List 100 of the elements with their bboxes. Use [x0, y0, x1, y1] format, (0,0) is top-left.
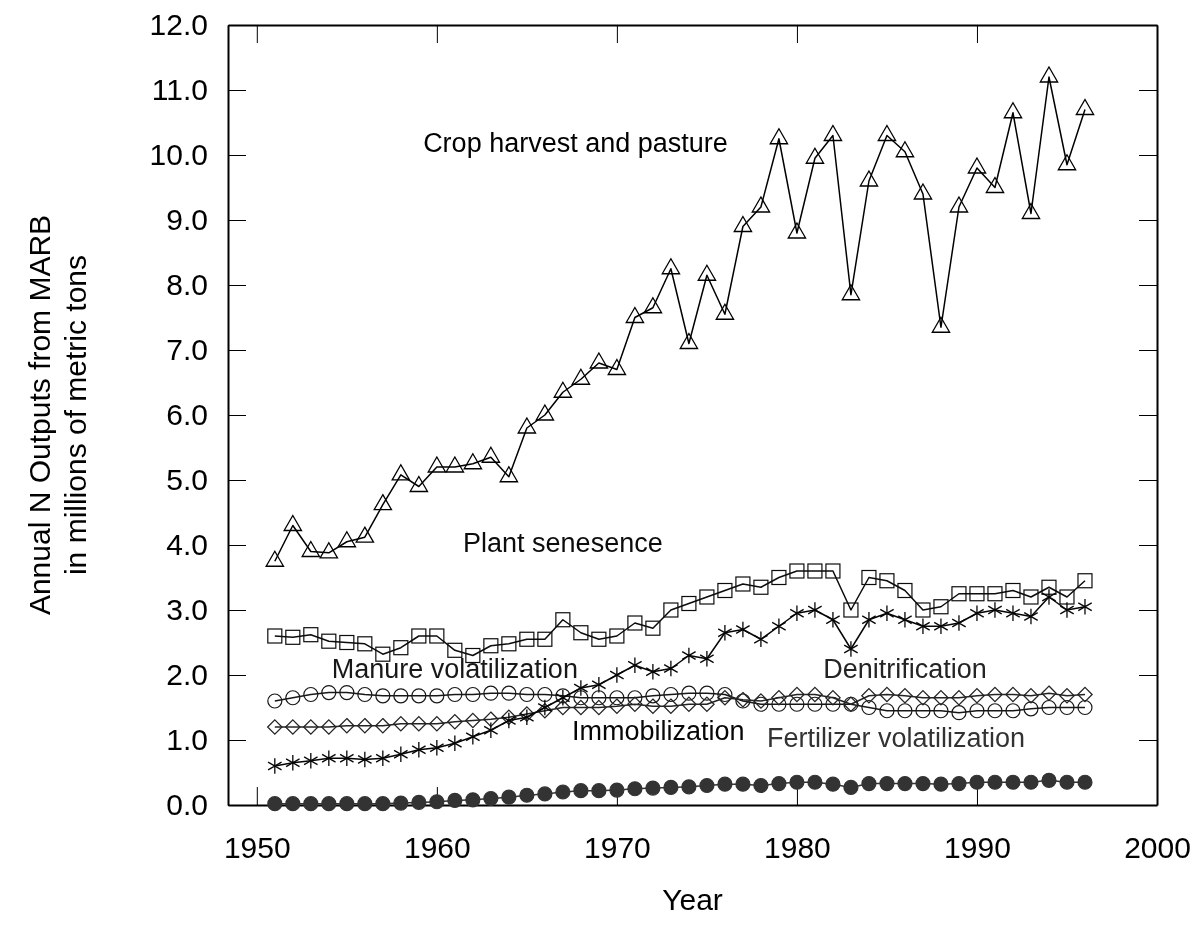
- y-tick-label: 2.0: [166, 658, 208, 692]
- point: [447, 792, 463, 809]
- point: [339, 634, 355, 651]
- point: [807, 774, 823, 790]
- point: [1077, 774, 1093, 790]
- point: [465, 792, 481, 808]
- point: [915, 617, 931, 635]
- point: [267, 796, 283, 812]
- point: [267, 693, 283, 709]
- point: [447, 734, 463, 752]
- point: [609, 628, 625, 644]
- point: [555, 612, 571, 628]
- point: [897, 582, 913, 599]
- point: [337, 531, 357, 548]
- point: [429, 688, 445, 704]
- y-tick-label: 3.0: [166, 593, 208, 627]
- point: [771, 569, 787, 586]
- y-tick-label: 11.0: [151, 73, 208, 107]
- point: [303, 719, 319, 735]
- point: [1041, 699, 1057, 716]
- point: [1023, 589, 1039, 605]
- point: [679, 332, 699, 350]
- point: [301, 540, 321, 558]
- point: [303, 686, 319, 703]
- point: [859, 170, 879, 187]
- point: [787, 222, 807, 239]
- point: [877, 124, 897, 142]
- series-label: Denitrification: [823, 654, 987, 685]
- point: [267, 757, 283, 775]
- point: [483, 790, 499, 807]
- point: [573, 625, 589, 641]
- point: [627, 656, 643, 674]
- point: [445, 456, 465, 473]
- point: [1041, 772, 1057, 788]
- y-tick-label: 6.0: [166, 398, 208, 432]
- point: [807, 696, 823, 712]
- point: [969, 688, 985, 704]
- point: [357, 796, 373, 812]
- y-tick-label: 12.0: [149, 8, 208, 42]
- point: [933, 599, 949, 615]
- point: [913, 183, 933, 200]
- point: [987, 601, 1003, 619]
- point: [825, 563, 841, 579]
- x-tick-label: 2000: [1124, 831, 1191, 864]
- point: [789, 563, 805, 579]
- point: [897, 611, 913, 629]
- point: [573, 699, 589, 716]
- point: [823, 124, 843, 142]
- point: [807, 601, 823, 619]
- point: [463, 453, 483, 470]
- point: [1041, 685, 1057, 701]
- point: [933, 617, 949, 635]
- point: [861, 569, 877, 586]
- point: [501, 685, 517, 701]
- point: [825, 611, 841, 629]
- point: [519, 631, 535, 647]
- point: [519, 686, 535, 703]
- point: [573, 690, 589, 706]
- point: [1039, 66, 1059, 83]
- point: [303, 796, 319, 812]
- point: [645, 698, 661, 714]
- series-label: Plant senesence: [463, 527, 663, 558]
- point: [339, 749, 355, 767]
- point: [753, 777, 769, 794]
- point: [447, 686, 463, 703]
- point: [375, 749, 391, 767]
- point: [987, 686, 1003, 703]
- point: [753, 579, 769, 595]
- point: [483, 685, 499, 701]
- point: [753, 630, 769, 648]
- point: [1059, 601, 1075, 619]
- y-tick-label: 10.0: [149, 138, 208, 172]
- point: [1005, 686, 1021, 703]
- point: [573, 679, 589, 697]
- point: [339, 717, 355, 734]
- point: [411, 741, 427, 759]
- point: [409, 475, 429, 493]
- point: [769, 128, 789, 145]
- point: [1005, 582, 1021, 599]
- point: [627, 781, 643, 797]
- point: [391, 464, 411, 481]
- point: [933, 689, 949, 706]
- point: [1057, 154, 1077, 171]
- point: [699, 650, 715, 668]
- point: [987, 703, 1003, 719]
- point: [969, 586, 985, 602]
- point: [645, 688, 661, 704]
- point: [393, 688, 409, 704]
- point: [393, 795, 409, 811]
- point: [643, 297, 663, 314]
- point: [591, 676, 607, 694]
- point: [663, 686, 679, 703]
- point: [1041, 588, 1057, 606]
- point: [897, 775, 913, 792]
- point: [393, 715, 409, 732]
- point: [429, 739, 445, 757]
- point: [267, 719, 283, 735]
- point: [427, 456, 447, 473]
- point: [825, 696, 841, 712]
- y-tick-label: 4.0: [166, 528, 208, 562]
